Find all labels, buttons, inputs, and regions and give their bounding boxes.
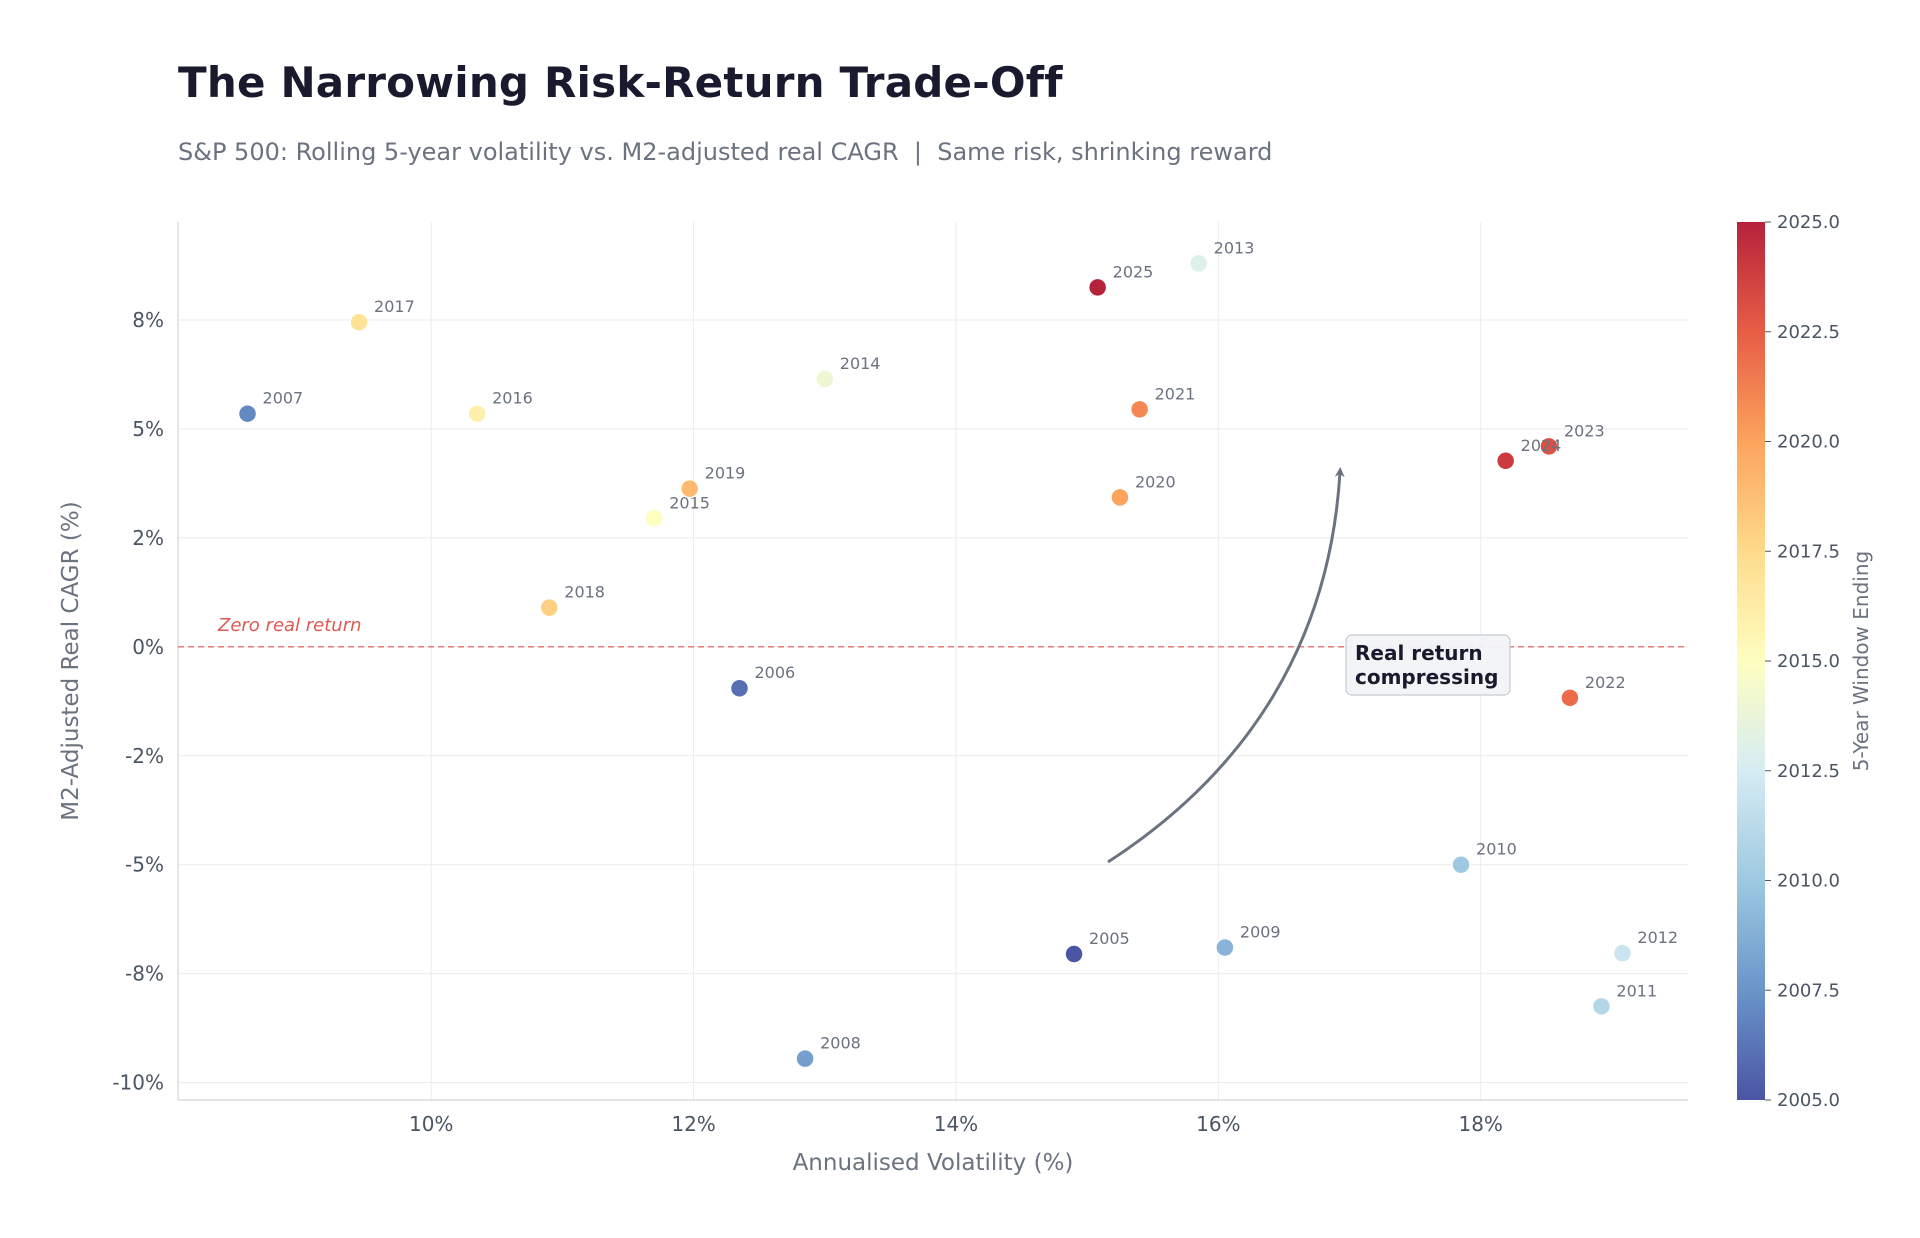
data-point-2024 (1495, 451, 1516, 471)
data-point-2022 (1560, 688, 1580, 708)
y-tick-label: -5% (125, 853, 164, 877)
y-tick-label: 5% (132, 417, 164, 441)
data-point-label-2017: 2017 (374, 297, 415, 316)
data-point-2009 (1215, 937, 1235, 958)
colorbar-tick-label: 2017.5 (1777, 541, 1840, 562)
data-point-2019 (679, 478, 700, 499)
data-point-label-2006: 2006 (754, 663, 795, 682)
chart-title: The Narrowing Risk-Return Trade-Off (178, 58, 1063, 107)
data-point-2025 (1087, 277, 1108, 298)
x-tick-label: 14% (934, 1112, 978, 1136)
data-point-2018 (539, 597, 560, 618)
data-point-2016 (467, 403, 487, 424)
data-point-2014 (815, 369, 835, 389)
annotation-line-2: compressing (1355, 665, 1498, 689)
axes: 10% 12% 14% 16% 18% -10% -8% -5% -2% 0% 2% 5% 8% (112, 222, 1688, 1136)
data-point-label-2024: 2024 (1521, 436, 1562, 455)
y-axis-label: M2-Adjusted Real CAGR (%) (58, 501, 84, 820)
data-point-label-2021: 2021 (1155, 384, 1196, 403)
data-point-label-2019: 2019 (705, 464, 746, 483)
data-point-2010 (1451, 854, 1471, 875)
colorbar-tick-label: 2020.0 (1777, 432, 1840, 453)
data-point-label-2023: 2023 (1564, 421, 1605, 440)
y-tick-label: 0% (132, 635, 164, 659)
colorbar-tick-label: 2025.0 (1777, 212, 1840, 233)
x-tick-label: 16% (1196, 1112, 1240, 1136)
data-point-label-2013: 2013 (1214, 238, 1255, 257)
data-point-2023 (1539, 436, 1559, 457)
data-point-2008 (795, 1048, 815, 1069)
data-point-2011 (1591, 996, 1612, 1017)
data-points: 2005 2006 2007 2008 2009 2010 2011 2012 2013 2014… (237, 238, 1678, 1069)
data-point-label-2005: 2005 (1089, 929, 1130, 948)
x-tick-label: 10% (409, 1112, 453, 1136)
data-point-label-2011: 2011 (1616, 981, 1657, 1000)
colorbar-tick-label: 2012.5 (1777, 761, 1840, 782)
trend-arrow (1107, 467, 1345, 864)
data-point-label-2008: 2008 (820, 1034, 861, 1053)
colorbar: 2005.0 2007.5 2010.0 2012.5 2015.0 2017.5 2020… (1737, 212, 1873, 1111)
data-point-2006 (729, 678, 750, 698)
data-point-label-2014: 2014 (840, 354, 881, 373)
data-point-label-2025: 2025 (1113, 262, 1154, 281)
x-tick-label: 18% (1458, 1112, 1502, 1136)
colorbar-gradient (1737, 222, 1765, 1100)
y-tick-label: 8% (132, 308, 164, 332)
data-point-label-2010: 2010 (1476, 840, 1517, 859)
data-point-label-2016: 2016 (492, 389, 533, 408)
chart-subtitle: S&P 500: Rolling 5-year volatility vs. M… (178, 138, 1273, 166)
data-point-2020 (1110, 487, 1130, 508)
data-point-2017 (349, 312, 369, 332)
data-point-label-2009: 2009 (1240, 922, 1281, 941)
data-point-2015 (644, 508, 664, 529)
colorbar-tick-label: 2007.5 (1777, 980, 1840, 1001)
reference-line-group: Zero real return (178, 615, 1688, 648)
data-point-label-2022: 2022 (1585, 673, 1626, 692)
colorbar-tick-label: 2010.0 (1777, 871, 1840, 892)
annotation-box (1345, 634, 1511, 696)
y-tick-label: -10% (112, 1071, 164, 1095)
x-axis-label: Annualised Volatility (%) (793, 1150, 1074, 1176)
data-point-2013 (1188, 253, 1209, 274)
annotation-line-1: Real return (1355, 641, 1483, 665)
y-tick-label: 2% (132, 526, 164, 550)
y-tick-label: -2% (125, 744, 164, 768)
data-point-label-2015: 2015 (669, 493, 710, 512)
data-point-2021 (1129, 399, 1150, 420)
colorbar-tick-label: 2005.0 (1777, 1090, 1840, 1111)
zero-reference-label: Zero real return (217, 615, 362, 636)
data-point-2007 (237, 403, 258, 424)
data-point-2005 (1064, 944, 1084, 964)
data-point-label-2012: 2012 (1637, 928, 1678, 947)
colorbar-label: 5-Year Window Ending (1849, 551, 1873, 771)
data-point-2012 (1612, 943, 1633, 963)
data-point-label-2020: 2020 (1135, 472, 1176, 491)
y-tick-label: -8% (125, 962, 164, 986)
colorbar-tick-label: 2015.0 (1777, 651, 1840, 672)
data-point-label-2007: 2007 (263, 389, 304, 408)
x-tick-label: 12% (671, 1112, 715, 1136)
colorbar-tick-label: 2022.5 (1777, 322, 1840, 343)
data-point-label-2018: 2018 (564, 583, 605, 602)
